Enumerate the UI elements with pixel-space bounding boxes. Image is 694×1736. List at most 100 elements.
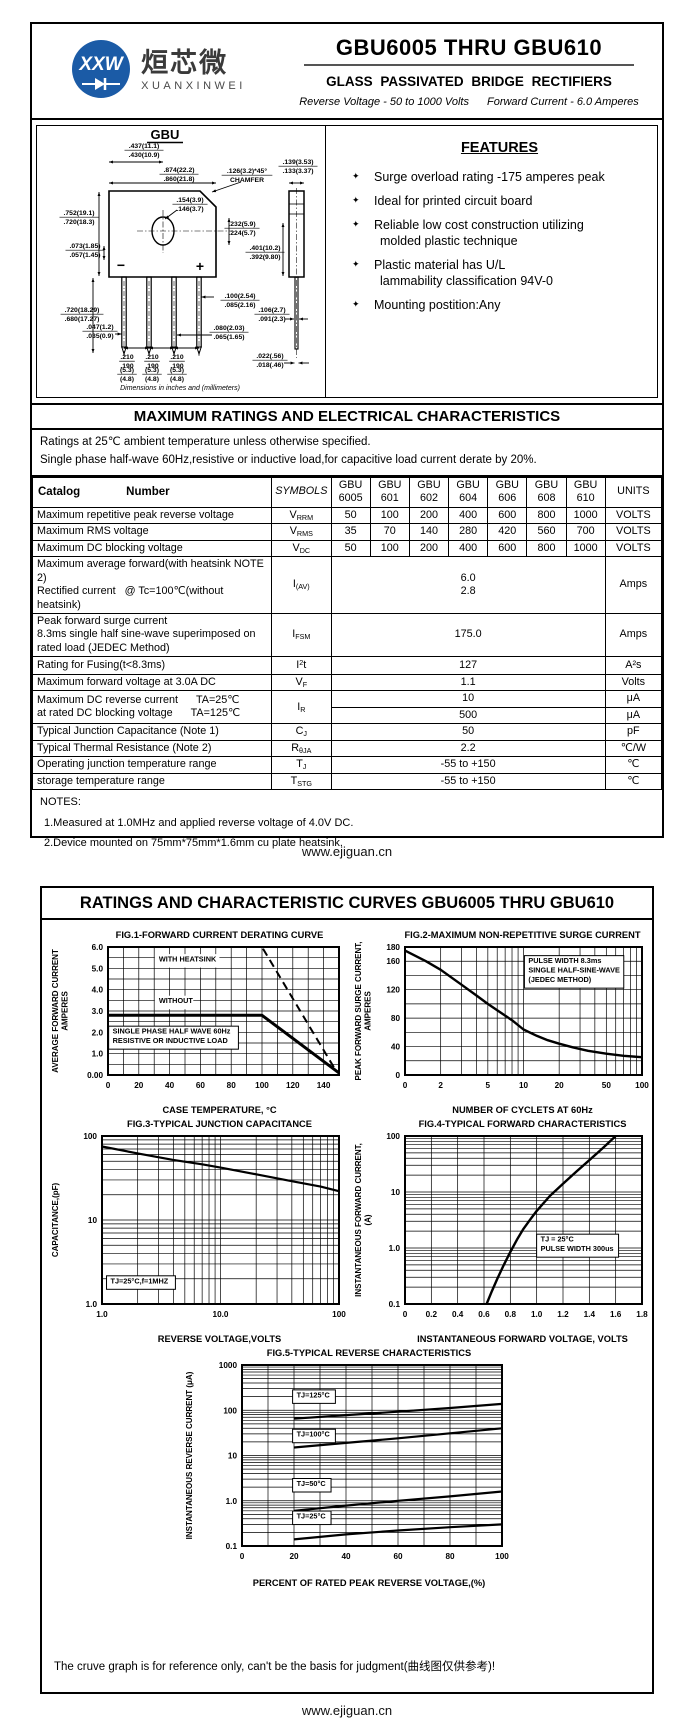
- row-unit: VOLTS: [604, 506, 663, 525]
- table-row-3: Maximum DC blocking voltage VDC 50 100 200 40…: [31, 539, 663, 558]
- row-value: 560: [526, 523, 567, 541]
- svg-text:40: 40: [391, 1043, 401, 1052]
- dim-side-height: .401(10.2) .392(9.80): [245, 245, 285, 261]
- charts-area: FIG.1-FORWARD CURRENT DERATING CURVE WITH…: [42, 920, 652, 1588]
- svg-text:(JEDEC METHOD): (JEDEC METHOD): [528, 975, 591, 984]
- svg-text:.022(.56): .022(.56): [256, 353, 283, 360]
- header-device-608: GBU 608: [526, 476, 567, 508]
- row-unit: pF: [604, 723, 663, 741]
- row-value: 50: [330, 539, 371, 558]
- row-unit: μA: [604, 690, 663, 708]
- dim-hole-offset: .232(5.9) .224(5.7): [224, 221, 260, 237]
- fig3-series-junction-capacitance: [101, 1145, 340, 1193]
- svg-text:0: 0: [240, 1552, 245, 1561]
- svg-text:.232(5.9): .232(5.9): [228, 221, 255, 228]
- fig1-annotation-1: WITH HEATSINK: [154, 954, 220, 968]
- table-row-1: Maximum repetitive peak reverse voltage V…: [31, 506, 663, 525]
- svg-text:.224(5.7): .224(5.7): [228, 230, 255, 237]
- fig2-title: FIG.2-MAXIMUM NON-REPETITIVE SURGE CURRE…: [404, 930, 641, 940]
- fig5-annotation-3: TJ=50°C: [292, 1478, 332, 1493]
- row-value: 10: [330, 690, 606, 708]
- row-parameter: Maximum DC reverse current TA=25℃ at rate…: [31, 690, 273, 725]
- svg-text:.210: .210: [120, 354, 133, 361]
- feature-bullet-icon: ✦: [352, 171, 360, 181]
- row-symbol: I(AV): [271, 556, 332, 614]
- row-symbol: TJ: [271, 756, 332, 774]
- svg-text:.860(21.8): .860(21.8): [164, 176, 195, 183]
- svg-text:1.8: 1.8: [636, 1310, 648, 1319]
- notes-section: NOTES: 1.Measured at 1.0MHz and applied …: [32, 790, 662, 855]
- row-parameter: Maximum DC blocking voltage: [31, 539, 273, 558]
- row-unit: Volts: [604, 673, 663, 692]
- svg-text:5: 5: [486, 1081, 491, 1090]
- header-device-6005: GBU 6005: [330, 476, 371, 508]
- row-value: 200: [408, 539, 450, 558]
- svg-text:1.0: 1.0: [389, 1244, 401, 1253]
- dim-pitch3-mm: (5.3) (4.8): [167, 367, 187, 383]
- row-parameter: Maximum forward voltage at 3.0A DC: [31, 673, 273, 692]
- svg-text:80: 80: [445, 1552, 455, 1561]
- svg-text:.133(3.37): .133(3.37): [283, 168, 314, 175]
- svg-text:2: 2: [438, 1081, 443, 1090]
- dim-pitch1: .210 .190: [119, 354, 135, 370]
- fig3-ylabel: CAPACITANCE,(pF): [51, 1182, 60, 1257]
- svg-text:0: 0: [395, 1071, 400, 1080]
- row-symbol: IR: [271, 690, 332, 725]
- fig1-annotation-2: WITHOUT: [154, 995, 193, 1010]
- svg-text:20: 20: [134, 1081, 144, 1090]
- svg-text:CHAMFER: CHAMFER: [230, 177, 264, 184]
- dim-side-width: .139(3.53) .133(3.37): [278, 159, 318, 175]
- note-item-1: 1.Measured at 1.0MHz and applied reverse…: [44, 816, 354, 829]
- fig5-title: FIG.5-TYPICAL REVERSE CHARACTERISTICS: [266, 1348, 472, 1358]
- header: XXW 烜芯微 XUANXINWEI GBU6005 THRU GBU610 G…: [32, 24, 662, 120]
- svg-text:.085(2.16): .085(2.16): [225, 302, 256, 309]
- svg-text:.401(10.2): .401(10.2): [250, 245, 281, 252]
- row-value: 6.0 2.8: [330, 556, 606, 614]
- svg-text:50: 50: [602, 1081, 612, 1090]
- diagram-section: GBU − + .437(11.1) .430(10.9) .874(22.2) .860(…: [32, 120, 662, 403]
- dim-body-width: .874(22.2) .860(21.8): [159, 167, 199, 183]
- svg-text:.139(3.53): .139(3.53): [283, 159, 314, 166]
- svg-text:160: 160: [386, 957, 400, 966]
- svg-text:TJ=25°C: TJ=25°C: [297, 1512, 327, 1521]
- svg-text:WITH HEATSINK: WITH HEATSINK: [159, 955, 217, 964]
- feature-bullet-icon: ✦: [352, 195, 360, 205]
- fig5-series-TJ=25°C: [293, 1523, 503, 1541]
- fig2-xlabel: NUMBER OF CYCLETS AT 60Hz: [452, 1105, 593, 1115]
- dim-pitch2-mm: (5.3) (4.8): [142, 367, 162, 383]
- svg-text:.720(18.3): .720(18.3): [64, 219, 95, 226]
- svg-text:(4.8): (4.8): [170, 376, 184, 383]
- feature-bullet-icon: ✦: [352, 259, 360, 269]
- svg-text:20: 20: [555, 1081, 565, 1090]
- header-device-602: GBU 602: [408, 476, 450, 508]
- dim-hole-dia: .154(3.9) .146(3.7): [172, 197, 208, 213]
- fig1-title: FIG.1-FORWARD CURRENT DERATING CURVE: [115, 930, 324, 940]
- svg-text:10: 10: [228, 1452, 238, 1461]
- figure-fig4: FIG.4-TYPICAL FORWARD CHARACTERISTICS TJ …: [349, 1119, 652, 1344]
- note-item-2: 2.Device mounted on 75mm*75mm*1.6mm cu p…: [44, 836, 343, 849]
- row-value: 800: [526, 539, 567, 558]
- svg-text:.057(1.45): .057(1.45): [70, 252, 101, 259]
- header-catalog-number: Catalog Number: [31, 476, 273, 508]
- svg-text:100: 100: [495, 1552, 509, 1561]
- row-parameter: storage temperature range: [31, 772, 273, 791]
- svg-text:PULSE WIDTH 300us: PULSE WIDTH 300us: [541, 1244, 614, 1253]
- notes-list: 1.Measured at 1.0MHz and applied reverse…: [40, 816, 654, 851]
- fig3-xlabel: REVERSE VOLTAGE,VOLTS: [157, 1334, 282, 1344]
- svg-text:40: 40: [341, 1552, 351, 1561]
- fig1-xlabel: CASE TEMPERATURE, °C: [162, 1105, 277, 1115]
- row-symbol: VDC: [271, 539, 332, 558]
- features-list: ✦ Surge overload rating -175 amperes peak…: [352, 170, 647, 312]
- fig5-xlabel: PERCENT OF RATED PEAK REVERSE VOLTAGE,(%…: [252, 1578, 486, 1588]
- svg-text:80: 80: [391, 1014, 401, 1023]
- fig1-series-WITH HEATSINK: [108, 946, 337, 1072]
- row-value: 127: [330, 656, 606, 675]
- header-titles: GBU6005 THRU GBU610 GLASS PASSIVATED BRI…: [282, 24, 662, 118]
- fig2-ylabel: PEAK FORWARD SURGE CURRENT,AMPERES: [354, 942, 373, 1081]
- svg-text:0.8: 0.8: [505, 1310, 517, 1319]
- dim-side-lead-width: .106(2.7) .091(2.3): [254, 307, 290, 323]
- spec-line: Reverse Voltage - 50 to 1000 Volts Forwa…: [299, 96, 639, 108]
- row-value: 1000: [565, 506, 606, 525]
- feature-bullet-icon: ✦: [352, 299, 360, 309]
